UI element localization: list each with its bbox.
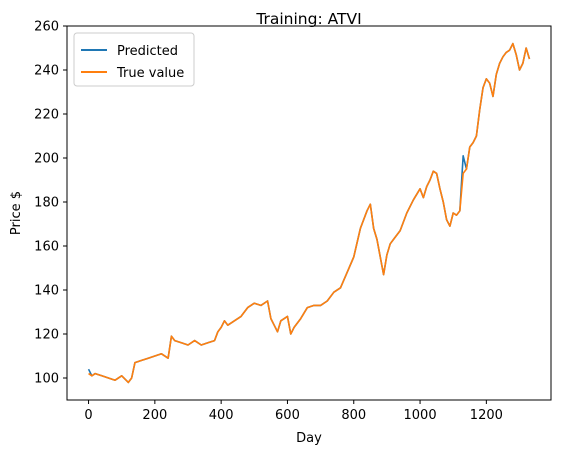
legend-label-predicted: Predicted (117, 44, 178, 59)
y-tick-label: 100 (34, 372, 59, 387)
x-axis-ticks: 0 200 400 600 800 1000 1200 (84, 400, 503, 423)
y-tick-label: 200 (34, 152, 59, 167)
y-tick-label: 160 (34, 240, 59, 255)
x-tick-label: 200 (142, 408, 167, 423)
y-tick-label: 140 (34, 284, 59, 299)
x-tick-label: 1200 (470, 408, 503, 423)
axes-frame (66, 25, 552, 401)
x-tick-label: 0 (84, 408, 92, 423)
series-line-true-value (88, 42, 531, 384)
legend-label-true-value: True value (116, 66, 184, 81)
y-axis-label: Price $ (9, 191, 24, 235)
x-tick-label: 400 (209, 408, 234, 423)
legend: Predicted True value (73, 32, 195, 87)
x-axis-label: Day (296, 431, 322, 446)
y-axis-ticks: 100 120 140 160 180 200 220 240 260 (34, 20, 67, 387)
chart-title: Training: ATVI (255, 10, 361, 28)
y-tick-label: 220 (34, 108, 59, 123)
x-tick-label: 1000 (404, 408, 437, 423)
x-tick-label: 600 (275, 408, 300, 423)
x-tick-label: 800 (341, 408, 366, 423)
plot-area (66, 25, 552, 401)
y-tick-label: 240 (34, 64, 59, 79)
y-tick-label: 180 (34, 196, 59, 211)
series-layer (87, 42, 531, 384)
y-tick-label: 120 (34, 328, 59, 343)
y-tick-label: 260 (34, 20, 59, 35)
